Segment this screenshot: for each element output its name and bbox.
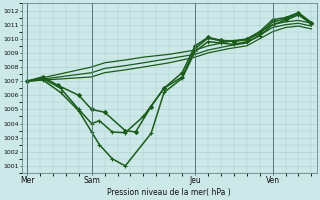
X-axis label: Pression niveau de la mer( hPa ): Pression niveau de la mer( hPa ) — [107, 188, 231, 197]
